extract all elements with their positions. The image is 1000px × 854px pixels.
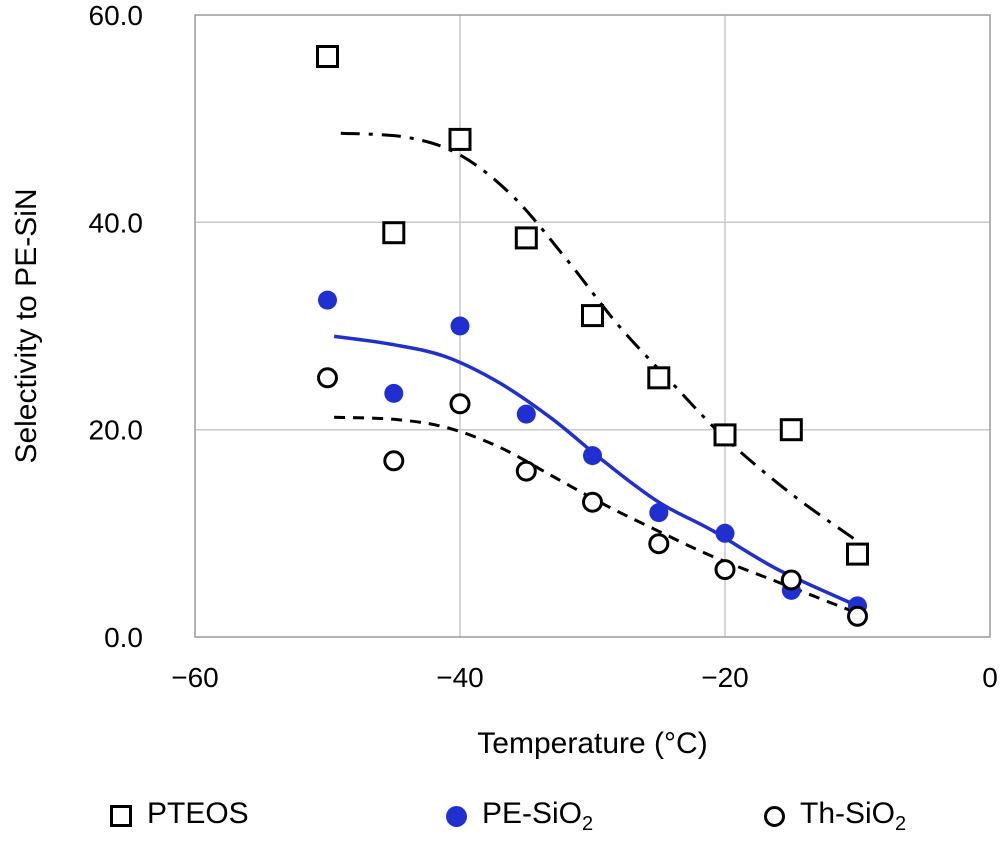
trend-line-PE-SiO2 xyxy=(333,334,859,608)
data-point-Th-SiO2 xyxy=(847,605,868,627)
data-point-PE-SiO2 xyxy=(384,383,404,403)
y-tick-label: 60.0 xyxy=(89,0,144,31)
data-point-Th-SiO2 xyxy=(780,569,802,591)
data-point-PE-SiO2 xyxy=(516,404,536,424)
trend-line-PTEOS xyxy=(340,131,865,548)
legend-label-text: PE-SiO xyxy=(482,796,583,830)
data-point-PE-SiO2 xyxy=(450,316,470,336)
legend-item-th-sio2: Th-SiO2 xyxy=(764,793,906,839)
data-point-PTEOS xyxy=(382,221,406,245)
data-point-Th-SiO2 xyxy=(515,460,537,482)
x-tick-label: −60 xyxy=(171,662,219,693)
legend-item-pteos: PTEOS xyxy=(110,793,249,839)
data-point-Th-SiO2 xyxy=(648,533,670,555)
x-tick-label: 0 xyxy=(982,662,998,693)
legend-label-pteos: PTEOS xyxy=(147,796,249,834)
data-point-PE-SiO2 xyxy=(583,446,602,466)
data-point-Th-SiO2 xyxy=(449,393,471,415)
chart-canvas: −60 −40 −20 0 0.0 20.0 40.0 60.0 xyxy=(89,0,998,693)
filled-circle-marker-icon xyxy=(446,805,467,827)
legend: PTEOS PE-SiO2 Th-SiO2 xyxy=(0,793,1000,839)
data-point-Th-SiO2 xyxy=(383,450,405,472)
data-point-PE-SiO2 xyxy=(715,523,735,543)
x-axis-title: Temperature (°C) xyxy=(477,727,708,760)
data-point-PTEOS xyxy=(779,418,803,442)
data-point-PTEOS xyxy=(514,226,538,250)
legend-label-text: PTEOS xyxy=(147,796,249,830)
open-circle-marker-icon xyxy=(764,805,785,827)
data-point-Th-SiO2 xyxy=(582,491,603,513)
legend-label-th-sio2: Th-SiO2 xyxy=(800,796,907,835)
legend-label-pe-sio2: PE-SiO2 xyxy=(482,796,594,835)
data-point-PTEOS xyxy=(713,423,737,447)
data-point-PTEOS xyxy=(647,366,671,390)
data-point-PE-SiO2 xyxy=(649,503,669,523)
legend-label-subscript: 2 xyxy=(895,812,907,835)
trend-line-Th-SiO2 xyxy=(334,415,859,615)
data-point-PTEOS xyxy=(846,542,869,566)
x-tick-label: −40 xyxy=(436,662,484,693)
data-point-Th-SiO2 xyxy=(714,559,736,581)
y-axis-title: Selectivity to PE-SiN xyxy=(10,188,43,464)
data-point-Th-SiO2 xyxy=(317,367,338,389)
y-tick-label: 0.0 xyxy=(104,622,143,653)
legend-item-pe-sio2: PE-SiO2 xyxy=(446,793,593,839)
data-point-PTEOS xyxy=(316,45,339,68)
y-tick-label: 40.0 xyxy=(89,207,144,238)
x-tick-label: −20 xyxy=(701,662,749,693)
data-point-PTEOS xyxy=(581,304,604,328)
data-point-PE-SiO2 xyxy=(318,290,337,310)
open-square-marker-icon xyxy=(110,805,132,827)
plot-border xyxy=(194,14,991,638)
data-point-PTEOS xyxy=(448,127,472,151)
y-tick-label: 20.0 xyxy=(89,415,144,446)
legend-label-text: Th-SiO xyxy=(800,796,896,830)
legend-label-subscript: 2 xyxy=(582,812,594,835)
